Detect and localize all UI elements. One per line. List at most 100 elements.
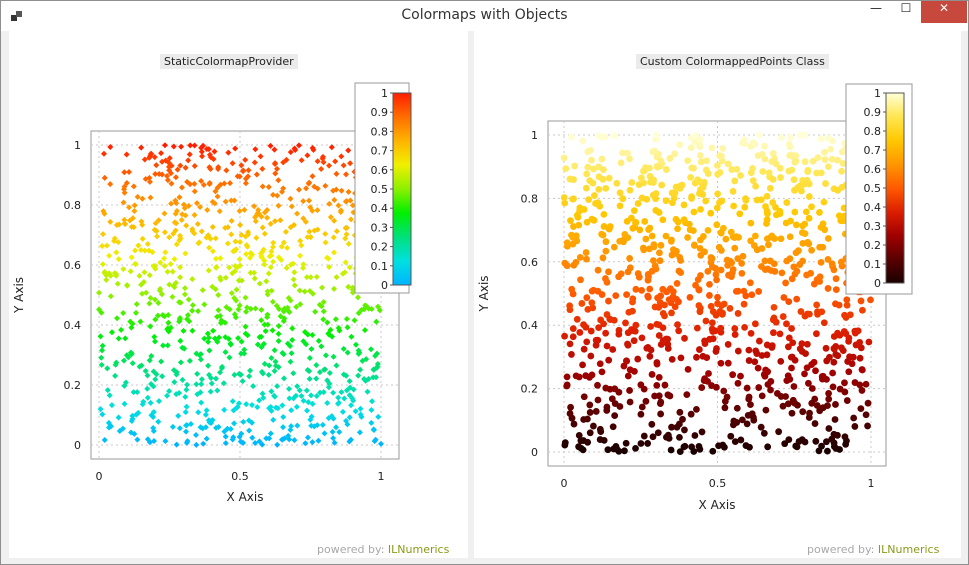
data-point (344, 349, 351, 356)
data-point (594, 287, 602, 295)
data-point (148, 151, 155, 158)
data-point (223, 167, 230, 174)
data-point (277, 313, 284, 320)
data-point (801, 180, 809, 188)
close-button[interactable]: ✕ (921, 1, 967, 23)
data-point (599, 254, 607, 262)
data-point (145, 247, 152, 254)
data-point (186, 357, 193, 364)
data-point (172, 174, 179, 181)
data-point (842, 440, 850, 448)
data-point (668, 309, 675, 317)
data-point (272, 160, 279, 167)
data-point (693, 324, 701, 332)
data-point (623, 357, 631, 365)
data-point (264, 288, 271, 295)
data-point (183, 428, 190, 435)
scatter-points (96, 142, 384, 448)
data-point (268, 287, 275, 294)
data-point (628, 179, 636, 186)
data-point (265, 371, 272, 378)
data-point (615, 330, 623, 338)
data-point (560, 194, 568, 201)
data-point (573, 212, 581, 219)
data-point (365, 376, 372, 383)
data-point (335, 394, 342, 401)
data-point (146, 300, 153, 307)
data-point (584, 163, 592, 171)
data-point (114, 315, 121, 322)
data-point (747, 329, 755, 337)
data-point (602, 247, 610, 255)
data-point (808, 203, 815, 211)
data-point (792, 249, 800, 257)
data-point (656, 257, 664, 265)
data-point (128, 254, 135, 261)
data-point (96, 289, 103, 296)
data-point (586, 409, 594, 416)
data-point (583, 255, 590, 263)
data-point (768, 344, 776, 351)
data-point (209, 224, 216, 231)
data-point (764, 210, 771, 218)
right-chart[interactable]: 0 0.5 1 0 0.2 0.4 0.6 0.8 1 X Axis Y Axis 1 0.9 0.8 0.… (474, 31, 961, 558)
left-plot-panel[interactable]: StaticColormapProvider 0 0.5 1 0 0.2 0.4 0.6 0.… (9, 31, 468, 558)
data-point (333, 228, 340, 235)
data-point (205, 146, 212, 153)
data-point (339, 408, 346, 415)
data-point (130, 183, 137, 190)
data-point (676, 408, 684, 416)
data-point (108, 329, 115, 336)
data-point (730, 202, 738, 210)
right-plot-panel[interactable]: Custom ColormappedPoints Class 0 0.5 1 0 0.2… (474, 31, 961, 558)
data-point (289, 336, 296, 343)
data-point (566, 410, 574, 417)
data-point (300, 397, 307, 404)
data-point (624, 341, 632, 349)
data-point (343, 198, 350, 205)
data-point (592, 408, 600, 415)
data-point (122, 335, 129, 342)
data-point (183, 422, 190, 429)
minimize-button[interactable]: — (870, 1, 882, 15)
data-point (238, 338, 245, 345)
data-point (228, 290, 235, 297)
data-point (290, 370, 297, 377)
data-point (259, 390, 266, 397)
data-point (248, 402, 255, 409)
data-point (308, 346, 315, 353)
title-bar[interactable]: Colormaps with Objects — ☐ ✕ (1, 1, 968, 31)
data-point (164, 268, 171, 275)
data-point (333, 274, 340, 281)
data-point (786, 134, 794, 142)
data-point (658, 181, 666, 189)
data-point (212, 375, 219, 382)
data-point (653, 359, 661, 366)
data-point (169, 293, 176, 300)
left-chart[interactable]: 0 0.5 1 0 0.2 0.4 0.6 0.8 1 X Axis Y Axis 1 0.9 0.8 0.… (9, 31, 468, 558)
data-point (144, 372, 151, 379)
data-point (345, 283, 352, 290)
data-point (274, 165, 281, 172)
data-point (605, 297, 612, 305)
data-point (278, 243, 285, 250)
data-point (237, 371, 244, 378)
data-point (209, 248, 216, 255)
data-point (116, 427, 123, 434)
data-point (226, 264, 233, 271)
data-point (796, 345, 804, 353)
data-point (339, 270, 346, 277)
data-point (306, 228, 313, 235)
data-point (839, 160, 847, 167)
maximize-button[interactable]: ☐ (900, 1, 912, 15)
data-point (197, 356, 204, 363)
data-point (182, 409, 189, 416)
data-point (198, 399, 205, 406)
data-point (812, 367, 819, 375)
data-point (287, 358, 294, 365)
data-point (142, 368, 149, 375)
data-point (600, 166, 607, 174)
data-point (275, 338, 282, 345)
colorbar-gradient (392, 92, 412, 286)
data-point (236, 302, 243, 309)
